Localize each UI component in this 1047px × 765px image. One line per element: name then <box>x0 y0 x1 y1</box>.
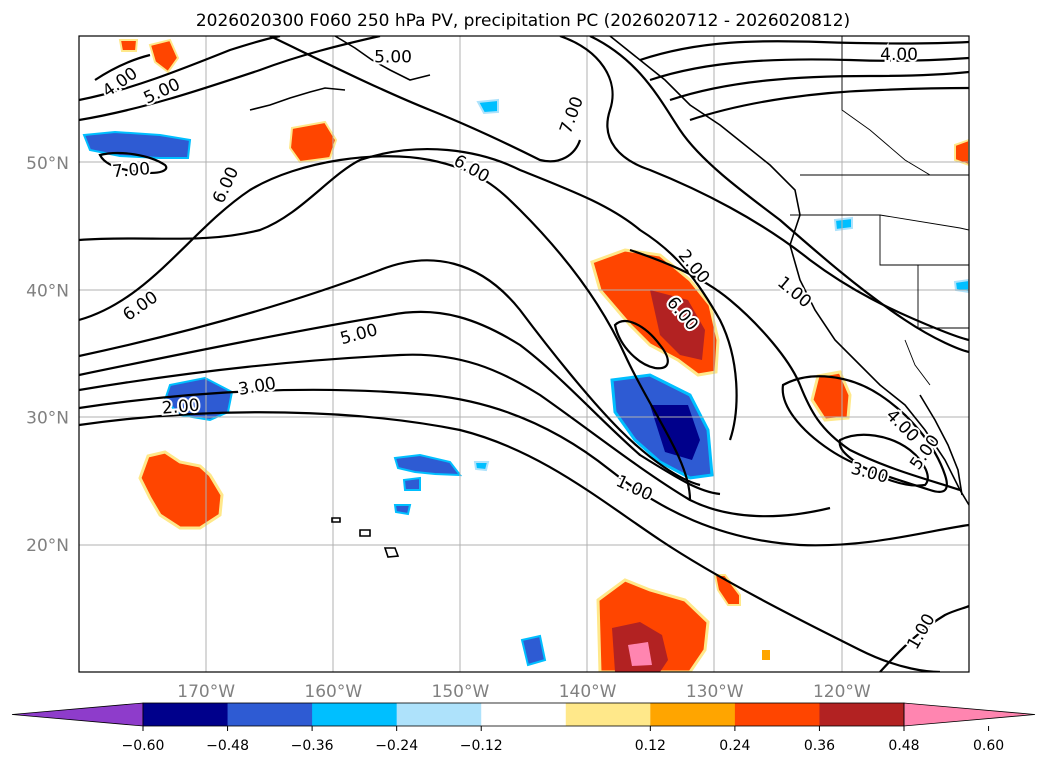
latitude-label: 20°N <box>26 536 69 556</box>
colorbar-extend-high <box>903 702 1036 727</box>
colorbar-label: −0.36 <box>291 738 334 754</box>
pv-contours <box>79 36 969 672</box>
colorbar-swatch <box>565 703 651 726</box>
precipitation-fields <box>82 38 969 672</box>
latitude-label: 40°N <box>26 281 69 301</box>
colorbar: −0.60 −0.48 −0.36 −0.24 −0.12 0.12 0.24 0.36 0.4… <box>11 702 1036 754</box>
map-title: 2026020300 F060 250 hPa PV, precipitatio… <box>196 11 850 31</box>
colorbar-label: 0.12 <box>635 738 666 754</box>
colorbar-outline <box>142 702 905 727</box>
coastlines <box>249 36 969 558</box>
contour-label: 2.00 <box>161 396 200 419</box>
graticule <box>79 36 969 672</box>
map-frame <box>78 35 970 673</box>
latitude-label: 50°N <box>26 154 69 174</box>
colorbar-label: 0.36 <box>804 738 835 754</box>
colorbar-label: −0.60 <box>122 738 165 754</box>
colorbar-label: 0.60 <box>973 738 1004 754</box>
longitude-label: 160°W <box>304 682 362 702</box>
contour-label: 7.00 <box>111 159 150 182</box>
longitude-label: 140°W <box>559 682 617 702</box>
colorbar-swatch <box>396 703 482 726</box>
colorbar-swatch <box>481 703 567 726</box>
colorbar-label: −0.24 <box>375 738 418 754</box>
longitude-label: 170°W <box>177 682 235 702</box>
latitude-labels: 50°N 40°N 30°N 20°N <box>26 154 69 556</box>
longitude-label: 120°W <box>813 682 871 702</box>
longitude-label: 150°W <box>432 682 490 702</box>
colorbar-swatch <box>227 703 313 726</box>
colorbar-swatch <box>143 703 229 726</box>
colorbar-swatch <box>312 703 398 726</box>
colorbar-label: 0.24 <box>719 738 750 754</box>
map-area <box>79 36 969 672</box>
colorbar-extend-low <box>11 702 144 727</box>
contour-label: 5.00 <box>374 47 412 67</box>
colorbar-swatch <box>734 703 820 726</box>
contour-label: 4.00 <box>880 45 918 65</box>
colorbar-label: −0.48 <box>206 738 249 754</box>
colorbar-label: 0.48 <box>888 738 919 754</box>
colorbar-swatch <box>650 703 736 726</box>
colorbar-swatch <box>819 703 905 726</box>
colorbar-label: −0.12 <box>460 738 503 754</box>
longitude-labels: 170°W 160°W 150°W 140°W 130°W 120°W <box>177 682 871 702</box>
latitude-label: 30°N <box>26 409 69 429</box>
longitude-label: 130°W <box>686 682 744 702</box>
